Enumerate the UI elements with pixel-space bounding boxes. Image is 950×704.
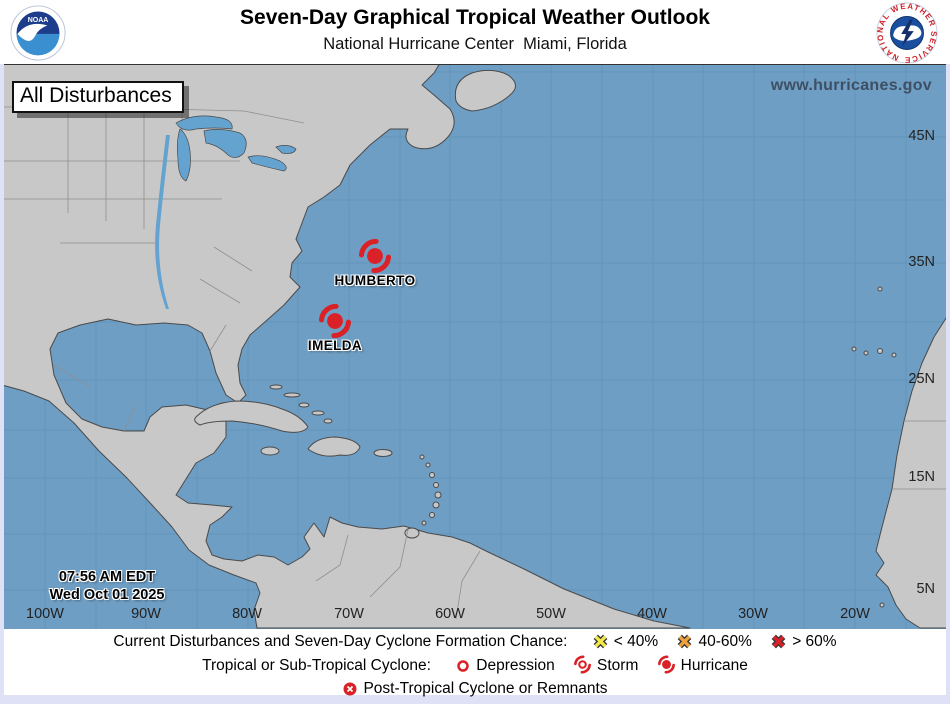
noaa-logo[interactable]: NOAA (10, 4, 66, 62)
basemap (4, 65, 946, 629)
legend-medium-chance-text: 40-60% (698, 633, 752, 650)
lon-label: 90W (131, 606, 161, 622)
noaa-gull-icon (17, 23, 48, 41)
lon-label: 70W (334, 606, 364, 622)
lon-label: 20W (840, 606, 870, 622)
depression-icon (457, 660, 470, 672)
lat-label: 45N (908, 128, 935, 145)
page-title: Seven-Day Graphical Tropical Weather Out… (240, 6, 710, 29)
storm-name-label: HUMBERTO (334, 273, 416, 288)
hurricane-icon (657, 655, 675, 674)
map-timestamp: 07:56 AM EDT Wed Oct 01 2025 (22, 568, 192, 604)
legend-item-post-tropical: Post-Tropical Cyclone or Remnants (342, 680, 608, 697)
legend-hurricane-text: Hurricane (680, 657, 748, 674)
lat-label: 25N (908, 371, 935, 388)
legend-item-high-chance: > 60% (770, 633, 837, 650)
lon-label: 60W (435, 606, 465, 622)
landmasses (4, 65, 946, 629)
nws-logo[interactable]: NATIONAL WEATHER SERVICE (876, 2, 938, 64)
lat-label: 15N (908, 469, 935, 486)
legend-low-chance-text: < 40% (613, 633, 659, 650)
page-subtitle: National Hurricane Center Miami, Florida (323, 35, 627, 53)
outlook-map[interactable]: All Disturbances www.hurricanes.gov 07:5… (4, 64, 946, 630)
lat-label: 5N (916, 581, 935, 598)
great-lakes (155, 115, 297, 309)
legend: Current Disturbances and Seven-Day Cyclo… (4, 629, 946, 697)
legend-row-formation-chance: Current Disturbances and Seven-Day Cyclo… (4, 632, 946, 652)
post-tropical-icon (343, 682, 357, 696)
legend-item-low-chance: < 40% (592, 633, 663, 650)
timestamp-date: Wed Oct 01 2025 (49, 587, 165, 603)
lon-label: 80W (232, 606, 262, 622)
x-orange-icon (678, 634, 692, 649)
tropical-cyclone-icon (318, 303, 352, 339)
lat-label: 35N (908, 254, 935, 271)
timestamp-time: 07:56 AM EDT (58, 569, 156, 585)
lon-label: 100W (26, 606, 64, 622)
nws-lightning-icon (901, 19, 914, 47)
legend-item-depression: Depression (455, 657, 559, 674)
x-red-icon (771, 634, 786, 649)
noaa-logo-text: NOAA (28, 17, 49, 24)
legend-item-storm: Storm (573, 655, 643, 674)
header: NOAA Seven-Day Graphical Tropical Weathe… (0, 0, 950, 64)
legend-row-post-tropical: Post-Tropical Cyclone or Remnants (4, 679, 946, 699)
graticule (4, 65, 946, 629)
legend-depression-text: Depression (476, 657, 555, 674)
legend-item-medium-chance: 40-60% (676, 633, 756, 650)
disturbance-mode-label: All Disturbances (12, 81, 184, 113)
legend-storm-text: Storm (597, 657, 639, 674)
lon-label: 40W (637, 606, 667, 622)
legend-item-hurricane: Hurricane (657, 655, 748, 674)
legend-cyclone-label: Tropical or Sub-Tropical Cyclone: (202, 657, 431, 674)
legend-row-cyclone-types: Tropical or Sub-Tropical Cyclone: Depres… (4, 655, 946, 676)
lon-label: 50W (536, 606, 566, 622)
legend-high-chance-text: > 60% (792, 633, 837, 650)
storm-icon (574, 655, 591, 674)
legend-formation-label: Current Disturbances and Seven-Day Cyclo… (113, 633, 568, 650)
tropical-cyclone-icon (358, 238, 392, 274)
storm-name-label: IMELDA (307, 338, 363, 353)
lon-label: 30W (738, 606, 768, 622)
x-yellow-icon (593, 634, 608, 649)
hurricanes-gov-link[interactable]: www.hurricanes.gov (770, 77, 932, 94)
legend-post-tropical-text: Post-Tropical Cyclone or Remnants (363, 680, 608, 697)
